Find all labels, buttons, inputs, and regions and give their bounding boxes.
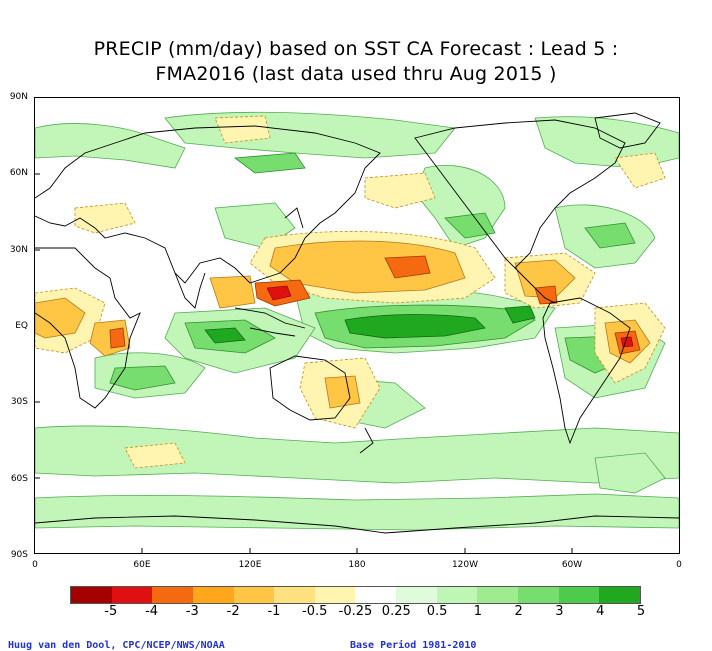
color-legend bbox=[70, 586, 641, 604]
legend-swatch bbox=[558, 587, 600, 603]
lat-label-90s: 90S bbox=[10, 550, 28, 560]
legend-label: -4 bbox=[145, 604, 159, 619]
lon-label-60e: 60E bbox=[133, 560, 151, 570]
legend-swatch bbox=[192, 587, 234, 603]
base-period-note: Base Period 1981-2010 bbox=[350, 640, 477, 651]
author-credit: Huug van den Dool, CPC/NCEP/NWS/NOAA bbox=[8, 640, 225, 651]
legend-label: -5 bbox=[104, 604, 118, 619]
map-title-line-2: FMA2016 (last data used thru Aug 2015 ) bbox=[155, 63, 557, 85]
legend-label: 4 bbox=[596, 604, 605, 619]
legend-label: 1 bbox=[473, 604, 482, 619]
legend-label: 5 bbox=[636, 604, 646, 619]
precip-anomaly-map bbox=[34, 97, 680, 554]
lat-label-60n: 60N bbox=[9, 168, 28, 178]
legend-swatch bbox=[71, 587, 112, 603]
lat-label-60s: 60S bbox=[10, 474, 28, 484]
legend-label: -0.25 bbox=[338, 604, 373, 619]
legend-swatch bbox=[274, 587, 315, 603]
legend-swatch bbox=[436, 587, 478, 603]
lat-label-eq: EQ bbox=[15, 321, 28, 331]
legend-swatch bbox=[152, 587, 193, 603]
lon-label-120w: 120W bbox=[451, 560, 479, 570]
legend-swatch bbox=[111, 587, 153, 603]
legend-label: 0.5 bbox=[426, 604, 448, 619]
legend-swatch bbox=[233, 587, 275, 603]
legend-swatch bbox=[518, 587, 559, 603]
legend-label: 0.25 bbox=[381, 604, 411, 619]
legend-label: 3 bbox=[555, 604, 564, 619]
legend-swatch bbox=[355, 587, 397, 603]
lat-label-30n: 30N bbox=[9, 245, 28, 255]
legend-label: -1 bbox=[267, 604, 281, 619]
legend-label: 2 bbox=[514, 604, 523, 619]
legend-label: -0.5 bbox=[302, 604, 328, 619]
legend-label: -2 bbox=[226, 604, 240, 619]
lon-label-180: 180 bbox=[348, 560, 366, 570]
lat-label-90n: 90N bbox=[9, 92, 28, 102]
legend-swatch bbox=[599, 587, 640, 603]
legend-swatch bbox=[314, 587, 356, 603]
lat-label-30s: 30S bbox=[10, 397, 28, 407]
lon-label-0-end: 0 bbox=[676, 560, 682, 570]
lon-label-60w: 60W bbox=[561, 560, 583, 570]
lon-label-120e: 120E bbox=[238, 560, 262, 570]
legend-swatch bbox=[477, 587, 519, 603]
legend-label: -3 bbox=[185, 604, 199, 619]
legend-swatch bbox=[396, 587, 437, 603]
lon-label-0: 0 bbox=[32, 560, 38, 570]
map-title-line-1: PRECIP (mm/day) based on SST CA Forecast… bbox=[93, 38, 619, 60]
